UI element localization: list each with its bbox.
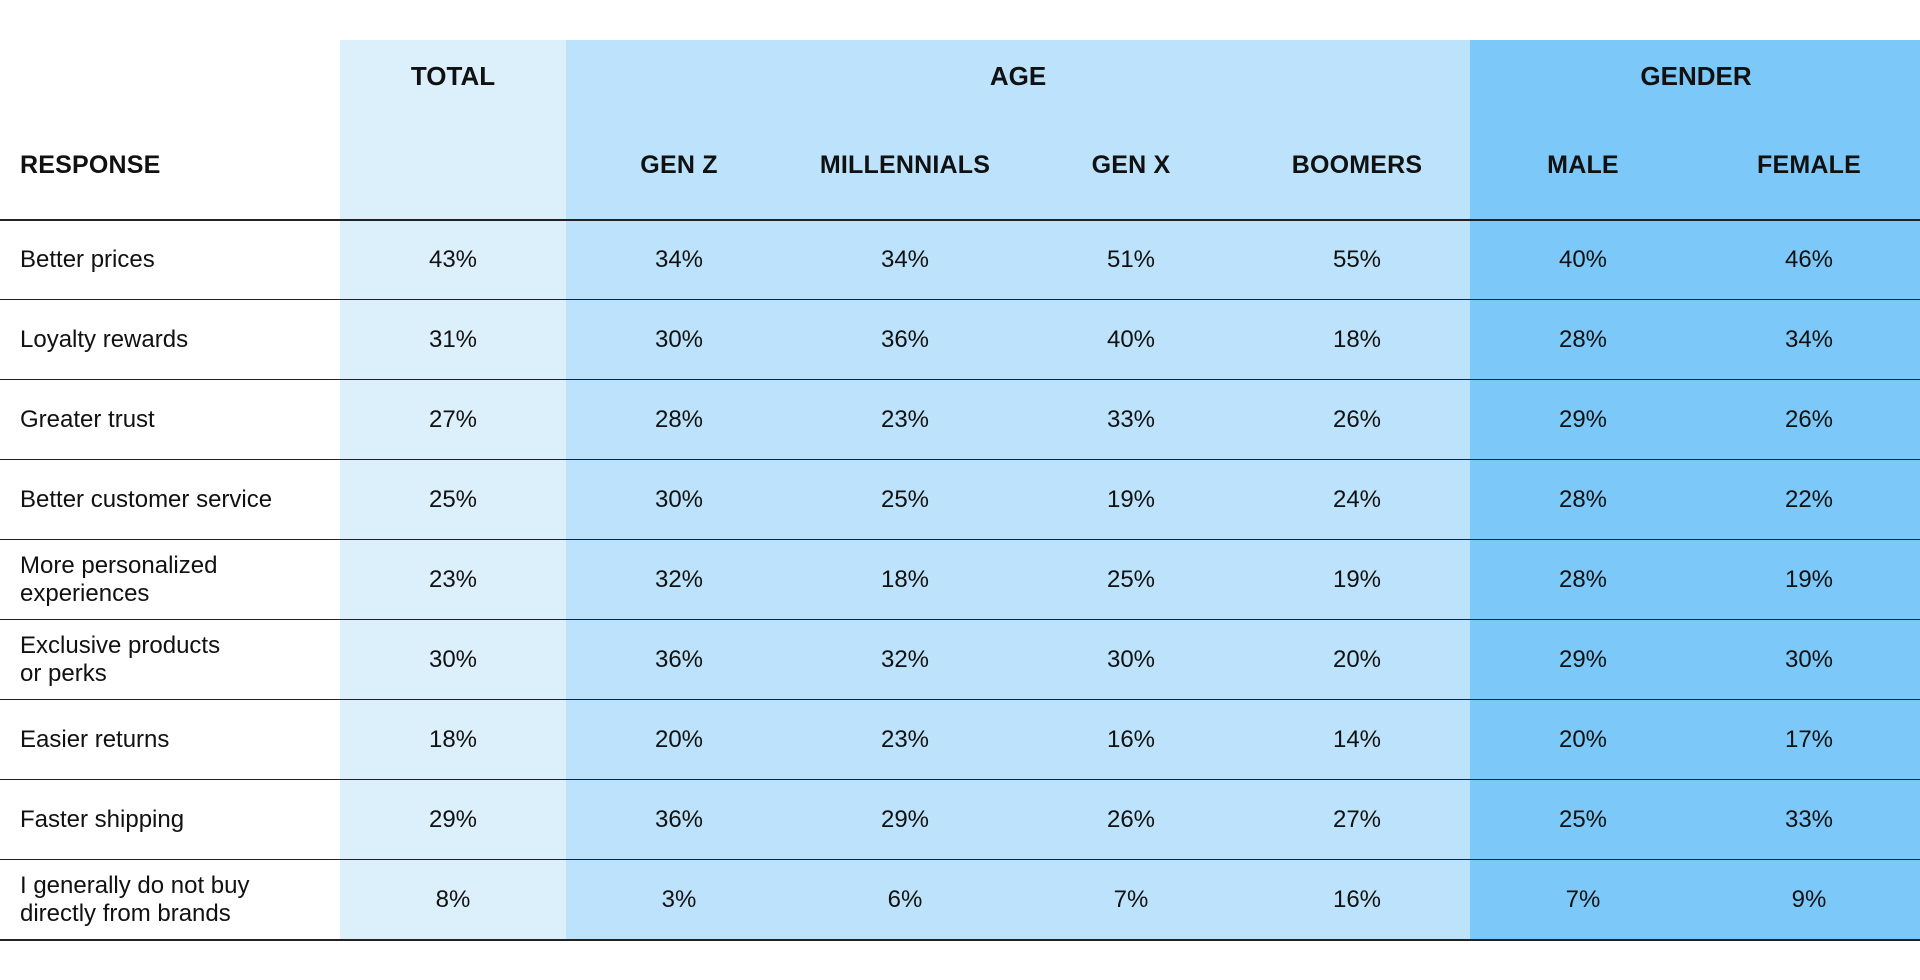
table-cell: 30%: [654, 486, 704, 513]
table-cell: 29%: [880, 806, 930, 833]
table-cell: 18%: [1332, 326, 1382, 353]
table-cell: 25%: [428, 486, 478, 513]
row-rule: [0, 539, 1920, 540]
table-cell: 28%: [1558, 566, 1608, 593]
response-header: RESPONSE: [20, 151, 161, 179]
column-header-male: MALE: [1547, 151, 1619, 179]
table-cell: 40%: [1106, 326, 1156, 353]
table-cell: 7%: [1565, 886, 1601, 913]
table-cell: 20%: [1332, 646, 1382, 673]
table-cell: 28%: [654, 406, 704, 433]
table-cell: 32%: [880, 646, 930, 673]
table-cell: 36%: [880, 326, 930, 353]
table-cell: 36%: [654, 646, 704, 673]
column-header-gen-z: GEN Z: [640, 151, 718, 179]
table-cell: 22%: [1784, 486, 1834, 513]
table-cell: 20%: [654, 726, 704, 753]
table-cell: 9%: [1791, 886, 1827, 913]
table-cell: 18%: [428, 726, 478, 753]
row-rule: [0, 859, 1920, 860]
table-cell: 33%: [1106, 406, 1156, 433]
table-cell: 18%: [880, 566, 930, 593]
table-cell: 26%: [1106, 806, 1156, 833]
group-header-total: TOTAL: [410, 60, 496, 91]
table-cell: 25%: [1558, 806, 1608, 833]
table-cell: 34%: [654, 246, 704, 273]
table-cell: 28%: [1558, 486, 1608, 513]
table-cell: 30%: [428, 646, 478, 673]
table-cell: 14%: [1332, 726, 1382, 753]
table-cell: 30%: [1106, 646, 1156, 673]
table-cell: 29%: [1558, 646, 1608, 673]
column-header-female: FEMALE: [1757, 151, 1861, 179]
header-rule: [0, 219, 1920, 221]
table-cell: 36%: [654, 806, 704, 833]
row-rule: [0, 459, 1920, 460]
table-cell: 19%: [1784, 566, 1834, 593]
table-cell: 19%: [1106, 486, 1156, 513]
table-cell: 26%: [1784, 406, 1834, 433]
table-cell: 40%: [1558, 246, 1608, 273]
column-header-gen-x: GEN X: [1091, 151, 1171, 179]
table-cell: 24%: [1332, 486, 1382, 513]
table-cell: 19%: [1332, 566, 1382, 593]
table-cell: 28%: [1558, 326, 1608, 353]
table-cell: 8%: [435, 886, 471, 913]
table-cell: 30%: [654, 326, 704, 353]
table-cell: 16%: [1332, 886, 1382, 913]
table-cell: 33%: [1784, 806, 1834, 833]
group-header-age: AGE: [989, 60, 1047, 91]
table-cell: 27%: [1332, 806, 1382, 833]
gender-band: [1470, 40, 1920, 940]
table-cell: 16%: [1106, 726, 1156, 753]
row-label: Exclusive products or perks: [20, 632, 221, 687]
row-rule: [0, 379, 1920, 380]
table-cell: 25%: [880, 486, 930, 513]
table-cell: 34%: [1784, 326, 1834, 353]
age-band: [566, 40, 1470, 940]
table-cell: 29%: [1558, 406, 1608, 433]
row-label: Greater trust: [20, 406, 155, 433]
row-rule: [0, 299, 1920, 300]
table-cell: 6%: [887, 886, 923, 913]
table-cell: 55%: [1332, 246, 1382, 273]
table-cell: 17%: [1784, 726, 1834, 753]
column-header-boomers: BOOMERS: [1291, 151, 1423, 179]
table-cell: 30%: [1784, 646, 1834, 673]
table-cell: 46%: [1784, 246, 1834, 273]
row-label: Better customer service: [20, 486, 273, 513]
table-cell: 43%: [428, 246, 478, 273]
table-cell: 20%: [1558, 726, 1608, 753]
table-cell: 51%: [1106, 246, 1156, 273]
row-label: I generally do not buy directly from bra…: [20, 872, 250, 927]
row-rule: [0, 779, 1920, 780]
row-rule: [0, 619, 1920, 620]
table-cell: 3%: [661, 886, 697, 913]
table-cell: 23%: [428, 566, 478, 593]
table-cell: 23%: [880, 726, 930, 753]
table-cell: 23%: [880, 406, 930, 433]
total-band: [340, 40, 566, 940]
row-label: More personalized experiences: [20, 552, 218, 607]
row-label: Better prices: [20, 246, 155, 273]
bottom-rule: [0, 939, 1920, 941]
table-cell: 7%: [1113, 886, 1149, 913]
row-label: Faster shipping: [20, 806, 185, 833]
table-cell: 31%: [428, 326, 478, 353]
column-header-millennials: MILLENNIALS: [819, 151, 991, 179]
column-header-total: [340, 112, 566, 219]
table-cell: 25%: [1106, 566, 1156, 593]
row-rule: [0, 699, 1920, 700]
table-cell: 29%: [428, 806, 478, 833]
table-cell: 26%: [1332, 406, 1382, 433]
table-cell: 32%: [654, 566, 704, 593]
row-label: Easier returns: [20, 726, 170, 753]
group-header-gender: GENDER: [1640, 60, 1752, 91]
table-cell: 34%: [880, 246, 930, 273]
table-cell: 27%: [428, 406, 478, 433]
row-label: Loyalty rewards: [20, 326, 189, 353]
